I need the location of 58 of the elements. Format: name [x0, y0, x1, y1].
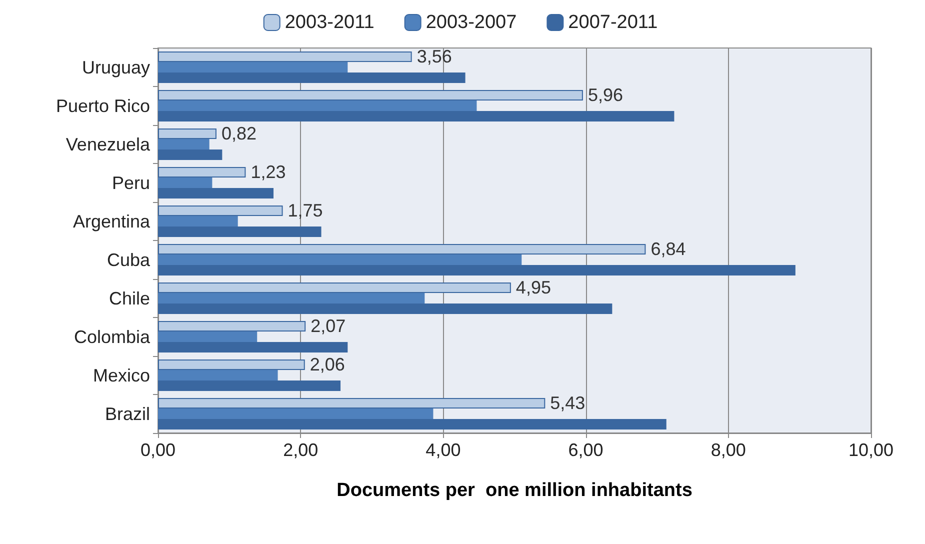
- bar: [158, 150, 222, 160]
- legend-label: 2003-2007: [426, 12, 517, 33]
- bar: [158, 188, 274, 199]
- data-label: 1,23: [250, 162, 286, 182]
- x-tick-label: 6,00: [568, 440, 604, 460]
- bar: [158, 100, 477, 112]
- y-tick-label: Peru: [112, 172, 150, 193]
- bar: [158, 166, 246, 178]
- data-label: 2,06: [310, 354, 345, 375]
- bar: [158, 72, 466, 84]
- legend-label: 2003-2011: [284, 12, 374, 33]
- bar: [158, 51, 412, 62]
- bar: [158, 342, 348, 353]
- bar: [158, 205, 283, 216]
- bar: [158, 282, 511, 293]
- data-label: 4,95: [516, 278, 551, 298]
- y-tick-label: Chile: [108, 288, 150, 308]
- y-tick-label: Venezuela: [66, 134, 151, 154]
- data-label: 2,07: [310, 316, 346, 336]
- bar: [158, 304, 612, 314]
- bar: [158, 111, 674, 122]
- bar: [158, 62, 348, 73]
- y-tick-label: Argentina: [72, 211, 151, 232]
- bar: [158, 128, 216, 139]
- bar: [158, 138, 210, 150]
- bar: [158, 254, 522, 266]
- y-tick-label: Puerto Rico: [56, 96, 150, 116]
- data-label: 6,84: [650, 239, 686, 260]
- data-label: 5,96: [588, 85, 623, 106]
- y-tick-label: Uruguay: [82, 57, 150, 78]
- bar: [158, 216, 238, 227]
- y-tick-label: Brazil: [104, 404, 150, 424]
- bar: [158, 265, 796, 276]
- bar: [158, 380, 341, 392]
- x-tick-label: 8,00: [710, 440, 746, 460]
- bar: [158, 331, 258, 342]
- x-axis-title: Documents per one million inhabitants: [336, 480, 692, 501]
- x-tick-label: 10,00: [848, 440, 894, 460]
- bar: [158, 408, 434, 420]
- bar: [158, 320, 306, 332]
- data-label: 0,82: [221, 124, 257, 144]
- bar: [158, 177, 212, 188]
- bar: [158, 419, 666, 430]
- x-tick-label: 4,00: [426, 440, 461, 460]
- bar: [158, 398, 546, 408]
- bar: [158, 226, 322, 238]
- bar: [158, 359, 305, 370]
- bar: [158, 90, 583, 100]
- x-tick-label: 0,00: [140, 440, 176, 460]
- legend-label: 2007-2011: [568, 12, 658, 33]
- bar: [158, 244, 646, 254]
- y-tick-label: Colombia: [74, 326, 151, 347]
- y-tick-label: Cuba: [106, 250, 151, 270]
- x-tick-label: 2,00: [283, 440, 318, 460]
- y-tick-label: Mexico: [92, 365, 150, 386]
- data-label: 5,43: [550, 393, 586, 414]
- bar: [158, 370, 278, 381]
- bar: [158, 292, 425, 304]
